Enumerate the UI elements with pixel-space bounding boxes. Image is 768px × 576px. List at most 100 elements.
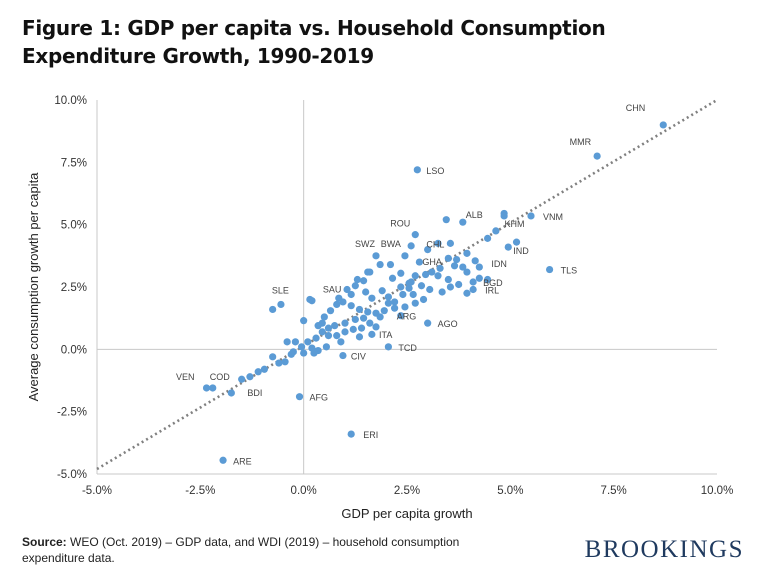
data-point (444, 275, 452, 284)
data-point (300, 317, 308, 325)
data-point (401, 252, 409, 260)
data-point (463, 268, 471, 276)
point-label-chn: CHN (626, 103, 646, 113)
data-point (312, 334, 320, 342)
data-point (384, 343, 392, 351)
data-point (320, 313, 328, 321)
data-point (304, 338, 312, 346)
data-point (484, 234, 492, 242)
data-point (324, 324, 333, 332)
data-point (376, 313, 384, 321)
tick-labels: -5.0% -2.5% 0.0% 2.5% 5.0% 7.5% 10.0% -5.0% -2.5… (54, 95, 733, 497)
data-point (219, 456, 227, 464)
data-point (459, 263, 467, 271)
data-point (281, 358, 289, 366)
data-point (417, 282, 426, 290)
data-point (492, 227, 500, 235)
point-label-sau: SAU (323, 285, 342, 295)
data-point (442, 216, 450, 224)
data-point (353, 275, 361, 284)
data-point (399, 290, 407, 299)
data-point (343, 285, 351, 294)
data-point (339, 351, 347, 360)
data-point (453, 255, 461, 264)
point-labels: CHN MMR LSO VNM ALB ROU CHL KHM IND BWA SWZ GHA IDN T… (176, 103, 645, 466)
data-point (424, 246, 432, 254)
data-point (306, 295, 314, 304)
data-point (659, 121, 667, 129)
source-note: Source: WEO (Oct. 2019) – GDP data, and … (22, 534, 522, 566)
data-point (364, 308, 372, 316)
data-point (324, 332, 333, 340)
data-point (347, 290, 355, 299)
data-point (424, 319, 432, 327)
point-label-civ: CIV (351, 352, 366, 362)
data-point (391, 304, 399, 312)
data-point (347, 302, 355, 310)
point-label-tcd: TCD (398, 343, 417, 353)
data-point (434, 272, 442, 280)
data-point (407, 278, 415, 286)
data-point (277, 300, 285, 309)
data-point (326, 307, 335, 315)
data-point (484, 275, 492, 284)
data-point (295, 393, 304, 401)
data-point (463, 249, 471, 257)
point-label-alb: ALB (466, 210, 483, 220)
data-point (411, 272, 419, 280)
data-point (260, 365, 268, 373)
point-label-sle: SLE (272, 285, 289, 295)
data-point (411, 299, 419, 307)
data-point (419, 295, 428, 304)
point-label-mmr: MMR (570, 137, 592, 147)
data-point (355, 305, 364, 314)
data-point (347, 430, 355, 438)
data-point (411, 231, 419, 239)
data-point (455, 280, 463, 289)
data-point (351, 315, 359, 324)
data-point (333, 332, 341, 340)
x-tick-label: 7.5% (601, 485, 627, 497)
data-point (500, 212, 508, 220)
axes (96, 100, 717, 475)
data-point (283, 338, 291, 346)
data-point (349, 325, 357, 333)
data-point (269, 305, 277, 314)
brookings-logo: BROOKINGS (584, 536, 744, 563)
data-point (209, 384, 217, 392)
data-point (310, 349, 318, 357)
data-point (391, 298, 399, 306)
point-label-tls: TLS (561, 266, 578, 276)
x-tick-label: -5.0% (82, 485, 112, 497)
y-tick-label: 0.0% (61, 344, 87, 356)
point-label-afg: AFG (310, 393, 329, 403)
x-tick-label: 2.5% (394, 485, 420, 497)
x-tick-label: 10.0% (701, 485, 734, 497)
point-label-arg: ARG (397, 312, 417, 322)
x-tick-label: -2.5% (185, 485, 215, 497)
data-point (434, 239, 442, 247)
data-point (202, 384, 211, 392)
data-point (357, 324, 366, 332)
data-point (318, 328, 326, 336)
data-point (351, 282, 359, 290)
data-point (401, 303, 409, 311)
y-tick-label: 10.0% (54, 95, 87, 107)
data-point (341, 319, 349, 327)
data-point (407, 242, 415, 250)
data-point (227, 389, 235, 397)
source-label: Source: (22, 535, 67, 549)
data-point (360, 277, 368, 285)
x-tick-label: 5.0% (497, 485, 523, 497)
data-point (422, 270, 430, 279)
data-point (459, 218, 467, 226)
data-point (469, 278, 477, 286)
data-point (446, 283, 454, 291)
source-text: WEO (Oct. 2019) – GDP data, and WDI (201… (22, 535, 460, 565)
point-label-ago: AGO (438, 319, 458, 329)
point-label-irl: IRL (485, 285, 499, 295)
point-label-eri: ERI (363, 430, 378, 440)
data-point (475, 263, 483, 271)
data-point (444, 254, 452, 262)
data-point (593, 152, 601, 160)
